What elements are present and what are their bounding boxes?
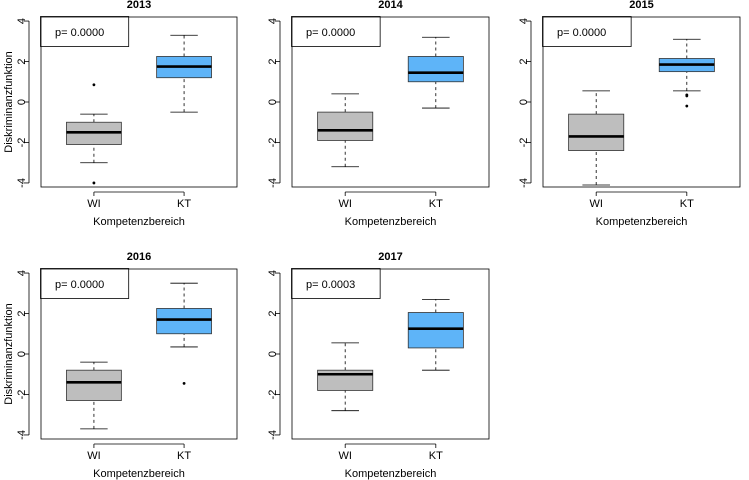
p-value-box xyxy=(40,268,130,299)
y-tick-label: -4 xyxy=(16,178,28,188)
y-tick-label: 4 xyxy=(267,270,279,276)
y-tick-label: 0 xyxy=(267,351,279,357)
x-tick-label: KT xyxy=(177,450,191,462)
outlier-point xyxy=(92,83,96,87)
x-tick-label: KT xyxy=(680,198,694,210)
p-value-label: p= 0.0000 xyxy=(306,27,355,39)
chart-panel-2016: 2016 4 2 0 -2 -4 Diskriminanzfunktion WI KT Kompe… xyxy=(3,251,238,480)
y-tick-label: 2 xyxy=(267,58,279,64)
p-value-box xyxy=(291,16,381,47)
outlier-point xyxy=(92,181,96,185)
x-tick-label: KT xyxy=(429,450,443,462)
chart-title: 2013 xyxy=(127,0,151,11)
y-tick-label: -2 xyxy=(16,390,28,400)
y-tick-label: 4 xyxy=(16,18,28,24)
y-tick-label: -2 xyxy=(267,390,279,400)
y-tick-label: -2 xyxy=(16,138,28,148)
box-body xyxy=(407,56,464,83)
box-WI xyxy=(66,83,122,185)
box-WI xyxy=(317,342,374,412)
y-tick-label: -4 xyxy=(16,430,28,440)
box-WI xyxy=(568,90,625,186)
chart-panel-2015: 2015 4 2 0 -2 -4 WI KT Kompetenzbereich p= 0.0000 xyxy=(518,0,741,228)
p-value-box xyxy=(40,16,130,47)
outlier-point xyxy=(685,94,689,98)
y-tick-label: 0 xyxy=(518,99,530,105)
x-tick-label: WI xyxy=(589,198,602,210)
x-axis-title: Kompetenzbereich xyxy=(93,216,185,228)
p-value-label: p= 0.0003 xyxy=(306,279,355,291)
box-body xyxy=(568,113,625,151)
x-axis-title: Kompetenzbereich xyxy=(93,468,185,480)
plot-frame xyxy=(40,16,238,188)
chart-panel-2017: 2017 4 2 0 -2 -4 WI KT Kompetenzbereich p= 0.0003 xyxy=(267,251,490,480)
chart-title: 2017 xyxy=(378,251,402,263)
box-KT xyxy=(156,34,212,113)
y-tick-label: 0 xyxy=(267,99,279,105)
y-axis-title: Diskriminanzfunktion xyxy=(3,51,15,152)
box-body xyxy=(317,111,374,141)
y-tick-label: 2 xyxy=(518,58,530,64)
box-KT xyxy=(407,298,464,371)
y-tick-label: 4 xyxy=(518,18,530,24)
y-axis-title: Diskriminanzfunktion xyxy=(3,303,15,404)
x-axis-title: Kompetenzbereich xyxy=(345,468,437,480)
chart-title: 2015 xyxy=(629,0,653,11)
outlier-point xyxy=(685,104,689,108)
x-tick-label: KT xyxy=(429,198,443,210)
x-tick-label: WI xyxy=(338,450,351,462)
box-body xyxy=(156,308,212,335)
y-tick-label: 4 xyxy=(267,18,279,24)
box-body xyxy=(66,369,122,401)
y-tick-label: -4 xyxy=(518,178,530,188)
x-axis-title: Kompetenzbereich xyxy=(345,216,437,228)
y-tick-label: -4 xyxy=(267,430,279,440)
box-WI xyxy=(317,93,374,168)
outlier-point xyxy=(182,381,186,385)
chart-title: 2016 xyxy=(127,251,151,263)
plot-frame xyxy=(291,16,490,188)
box-KT xyxy=(658,38,715,108)
x-tick-label: WI xyxy=(338,198,351,210)
chart-panel-2013: 2013 4 2 0 -2 -4 Diskriminanzfunktion WI KT Kompe… xyxy=(3,0,238,228)
plot-frame xyxy=(542,16,741,188)
p-value-label: p= 0.0000 xyxy=(557,27,606,39)
y-tick-label: 0 xyxy=(16,351,28,357)
y-tick-label: 2 xyxy=(16,310,28,316)
p-value-box xyxy=(542,16,632,47)
y-tick-label: 0 xyxy=(16,99,28,105)
y-tick-label: -2 xyxy=(518,138,530,148)
chart-panel-2014: 2014 4 2 0 -2 -4 WI KT Kompetenzbereich p= 0.0000 xyxy=(267,0,490,228)
plot-frame xyxy=(291,268,490,440)
p-value-label: p= 0.0000 xyxy=(55,279,104,291)
box-body xyxy=(407,312,464,349)
p-value-label: p= 0.0000 xyxy=(55,27,104,39)
y-tick-label: 4 xyxy=(16,270,28,276)
x-axis-title: Kompetenzbereich xyxy=(596,216,688,228)
box-KT xyxy=(156,282,212,385)
p-value-box xyxy=(291,268,381,299)
y-tick-label: -2 xyxy=(267,138,279,148)
y-tick-label: 2 xyxy=(267,310,279,316)
box-KT xyxy=(407,36,464,109)
plot-frame xyxy=(40,268,238,440)
x-tick-label: KT xyxy=(177,198,191,210)
box-WI xyxy=(66,361,122,430)
x-tick-label: WI xyxy=(87,198,100,210)
y-tick-label: 2 xyxy=(16,58,28,64)
chart-title: 2014 xyxy=(378,0,403,11)
x-tick-label: WI xyxy=(87,450,100,462)
y-tick-label: -4 xyxy=(267,178,279,188)
